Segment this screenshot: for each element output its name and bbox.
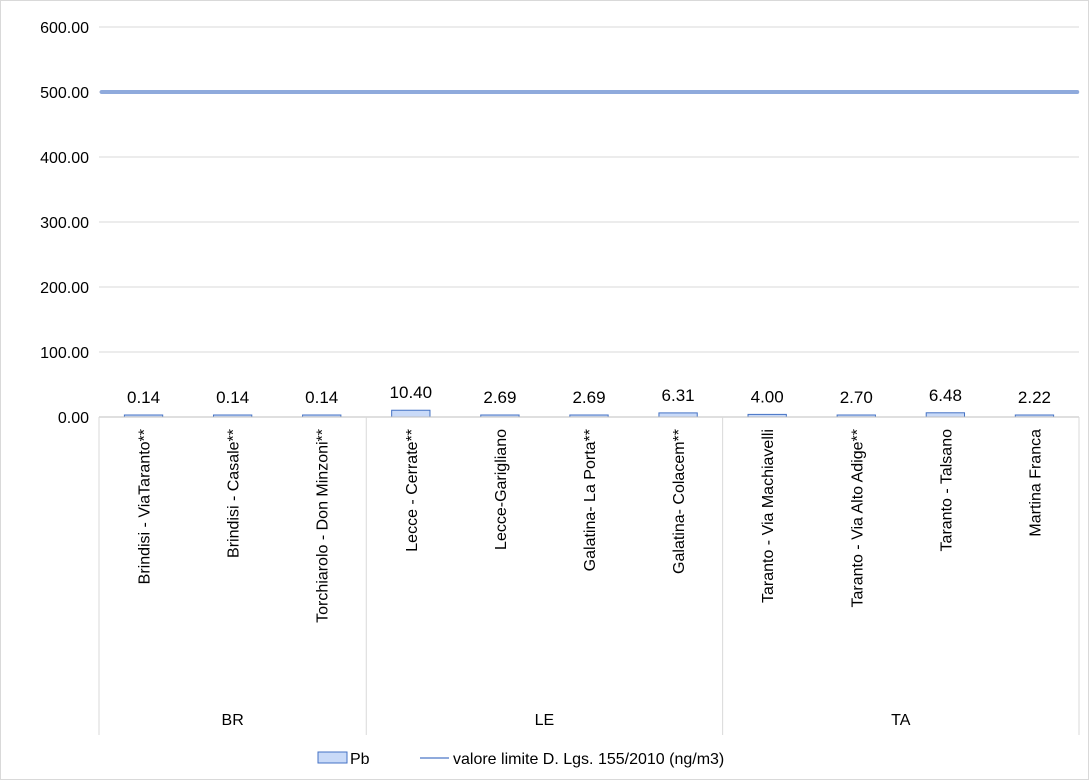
y-tick-label: 100.00 [40,345,89,362]
data-labels: 0.14 0.14 0.14 10.40 2.69 2.69 6.31 4.00 2.70 6.4… [127,383,1051,407]
y-tick-label: 0.00 [58,410,89,427]
y-tick-label: 500.00 [40,85,89,102]
legend: Pb valore limite D. Lgs. 155/2010 (ng/m3) [317,751,724,768]
y-tick-label: 600.00 [40,20,89,37]
legend-label-pb: Pb [350,751,370,768]
legend-swatch-pb [317,751,348,764]
pb-bar [925,412,966,418]
y-tick-label: 200.00 [40,280,89,297]
category-label: Torchiarolo - Don Minzoni** [315,429,332,623]
category-label: Martina Franca [1027,429,1044,537]
group-label: LE [535,712,555,729]
y-tick-label: 300.00 [40,215,89,232]
pb-data-label: 2.70 [840,388,873,407]
pb-data-label: 10.40 [390,383,433,402]
pb-data-label: 6.48 [929,386,962,405]
pb-bar [658,412,698,418]
category-label: Galatina- La Porta** [582,429,599,571]
x-axis: Brindisi - ViaTaranto** Brindisi - Casale… [98,416,1080,735]
category-label: Lecce - Cerrate** [404,429,421,552]
pb-data-label: 2.69 [483,388,516,407]
group-label: TA [891,712,911,729]
group-label: BR [222,712,244,729]
category-label: Lecce-Garigliano [493,429,510,550]
legend-label-limit: valore limite D. Lgs. 155/2010 (ng/m3) [453,751,724,768]
y-axis: 0.00 100.00 200.00 300.00 400.00 500.00 600.00 [40,20,89,427]
pb-data-label: 6.31 [662,386,695,405]
pb-bar [391,409,431,418]
pb-data-label: 0.14 [216,388,249,407]
category-label: Taranto - Talsano [938,429,955,552]
pb-data-label: 2.69 [572,388,605,407]
category-label: Taranto - Via Machiavelli [760,429,777,603]
category-label: Brindisi - ViaTaranto** [137,429,154,584]
pb-data-label: 4.00 [751,387,784,406]
y-tick-label: 400.00 [40,150,89,167]
gridlines [99,26,1079,418]
category-label: Taranto - Via Alto Adige** [849,429,866,608]
category-label: Galatina- Colacem** [671,429,688,574]
pb-data-label: 2.22 [1018,388,1051,407]
pb-data-label: 0.14 [127,388,160,407]
category-label: Brindisi - Casale** [226,429,243,558]
pb-data-label: 0.14 [305,388,338,407]
bar-series [123,409,1055,418]
